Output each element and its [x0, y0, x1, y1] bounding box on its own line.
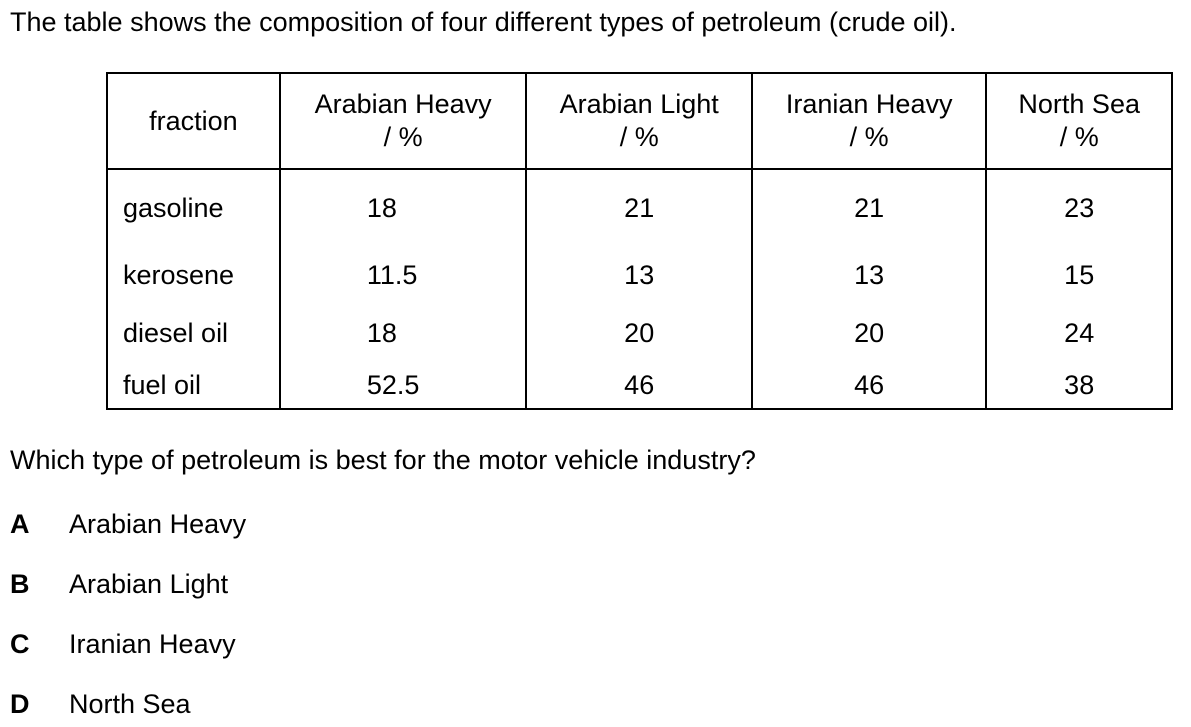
header-label: North Sea	[1018, 89, 1140, 119]
table-row: kerosene 11.5 13 13 15	[106, 246, 1173, 304]
option-letter: B	[10, 569, 30, 599]
value-arabian-heavy: 52.5	[278, 362, 528, 410]
header-north-sea: North Sea / %	[985, 72, 1173, 170]
option-b[interactable]: B Arabian Light	[10, 566, 228, 602]
value-north-sea: 15	[985, 246, 1173, 304]
option-d[interactable]: D North Sea	[10, 686, 191, 722]
value-iranian-heavy: 21	[750, 169, 988, 246]
table-header-row: fraction Arabian Heavy / % Arabian Light…	[106, 72, 1173, 170]
header-label: Arabian Heavy	[314, 89, 492, 119]
option-a[interactable]: A Arabian Heavy	[10, 506, 246, 542]
value-iranian-heavy: 46	[750, 362, 988, 410]
value-north-sea: 24	[985, 304, 1173, 362]
header-arabian-heavy: Arabian Heavy / %	[278, 72, 528, 170]
petroleum-composition-table: fraction Arabian Heavy / % Arabian Light…	[106, 72, 1173, 410]
value-arabian-heavy: 18	[278, 169, 528, 246]
value-north-sea: 23	[985, 169, 1173, 246]
intro-text: The table shows the composition of four …	[10, 7, 957, 37]
value-arabian-light: 13	[525, 246, 753, 304]
header-label: fraction	[149, 105, 238, 136]
value-arabian-light: 46	[525, 362, 753, 410]
value-arabian-light: 20	[525, 304, 753, 362]
option-text: Iranian Heavy	[69, 629, 236, 659]
value-arabian-heavy: 11.5	[278, 246, 528, 304]
fraction-name: diesel oil	[106, 304, 281, 362]
value-north-sea: 38	[985, 362, 1173, 410]
header-arabian-light: Arabian Light / %	[525, 72, 753, 170]
header-unit: / %	[1059, 122, 1099, 152]
table-row: fuel oil 52.5 46 46 38	[106, 362, 1173, 410]
option-text: North Sea	[69, 689, 191, 719]
fraction-name: gasoline	[106, 169, 281, 246]
question-text: Which type of petroleum is best for the …	[10, 445, 756, 475]
fraction-name: kerosene	[106, 246, 281, 304]
fraction-name: fuel oil	[106, 362, 281, 410]
header-unit: / %	[619, 122, 659, 152]
option-letter: C	[10, 629, 30, 659]
header-iranian-heavy: Iranian Heavy / %	[750, 72, 988, 170]
value-arabian-light: 21	[525, 169, 753, 246]
option-letter: D	[10, 689, 30, 719]
option-c[interactable]: C Iranian Heavy	[10, 626, 236, 662]
option-text: Arabian Light	[69, 569, 229, 599]
value-iranian-heavy: 13	[750, 246, 988, 304]
table-row: gasoline 18 21 21 23	[106, 169, 1173, 246]
value-arabian-heavy: 18	[278, 304, 528, 362]
header-fraction: fraction	[106, 72, 281, 170]
header-unit: / %	[849, 122, 889, 152]
option-text: Arabian Heavy	[69, 509, 247, 539]
value-iranian-heavy: 20	[750, 304, 988, 362]
option-letter: A	[10, 509, 30, 539]
table-row: diesel oil 18 20 20 24	[106, 304, 1173, 362]
header-label: Arabian Light	[559, 89, 719, 119]
header-label: Iranian Heavy	[785, 89, 953, 119]
header-unit: / %	[383, 122, 423, 152]
